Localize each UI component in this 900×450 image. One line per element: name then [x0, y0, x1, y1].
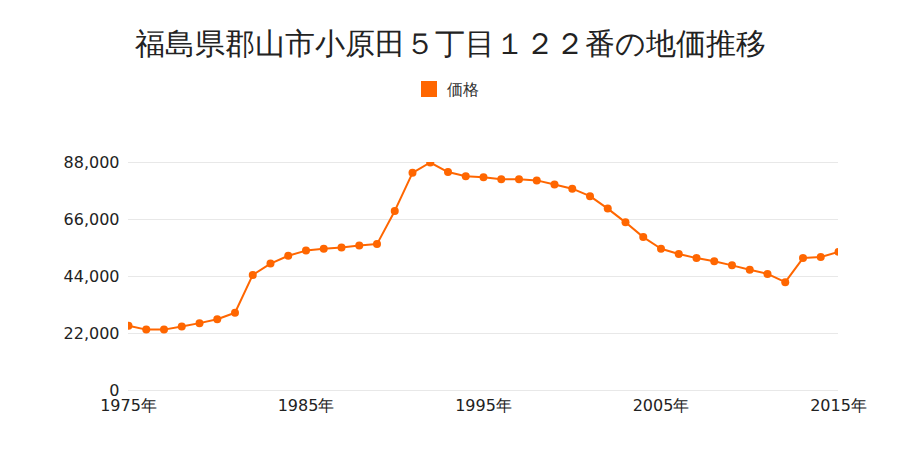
- svg-text:0: 0: [109, 380, 120, 400]
- html-text:福島県郡山市小原田５丁目１２２番の地価推移: 福島県郡山市小原田５丁目１２２番の地価推移: [134, 26, 766, 61]
- html-text:価格: 価格: [447, 80, 479, 99]
- svg-text:1995年: 1995年: [455, 396, 512, 415]
- svg-text:88,000: 88,000: [64, 153, 120, 172]
- svg-text:1975年: 1975年: [100, 396, 157, 415]
- svg-text:2015年: 2015年: [810, 396, 867, 415]
- svg-text:22,000: 22,000: [64, 324, 120, 343]
- svg-text:1985年: 1985年: [278, 396, 335, 415]
- svg-text:44,000: 44,000: [64, 267, 120, 286]
- svg-text:2005年: 2005年: [633, 396, 690, 415]
- svg-text:66,000: 66,000: [64, 210, 120, 229]
